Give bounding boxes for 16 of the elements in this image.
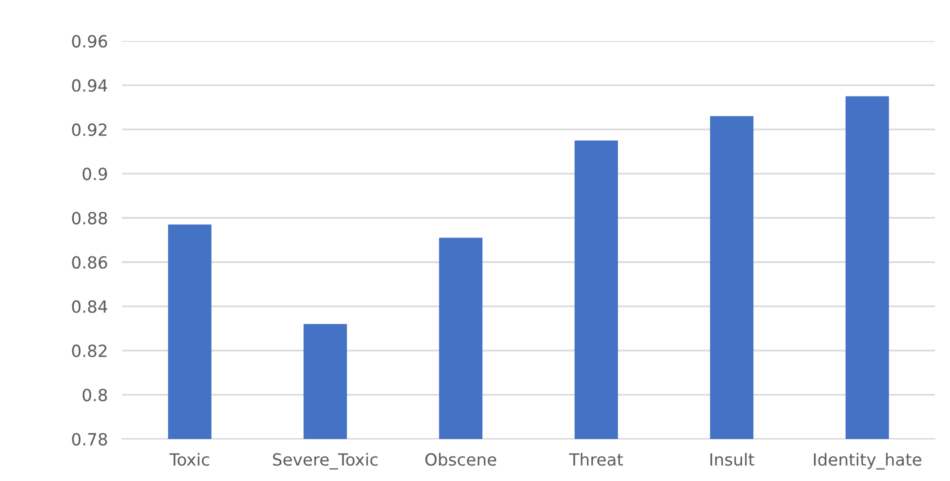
y-tick-label: 0.88 [72, 212, 107, 224]
y-tick-label: 0.92 [72, 123, 106, 136]
y-tick-label: 0.86 [72, 256, 108, 269]
x-tick-label: Insult [710, 452, 754, 466]
x-tick-label: Threat [569, 452, 623, 466]
x-tick-label: Severe_Toxic [272, 452, 378, 470]
y-tick-label: 0.9 [82, 168, 107, 180]
y-tick-label: 0.96 [72, 34, 108, 48]
y-tick-label: 0.8 [82, 388, 107, 402]
y-tick-label: 0.82 [72, 344, 106, 358]
y-tick-label: 0.78 [72, 432, 107, 446]
x-tick-label: Obscene [425, 452, 496, 466]
y-tick-label: 0.84 [72, 300, 108, 313]
x-tick-label: Toxic [169, 452, 210, 466]
y-tick-label: 0.94 [72, 79, 108, 92]
x-tick-label: Identity_hate [814, 452, 922, 470]
